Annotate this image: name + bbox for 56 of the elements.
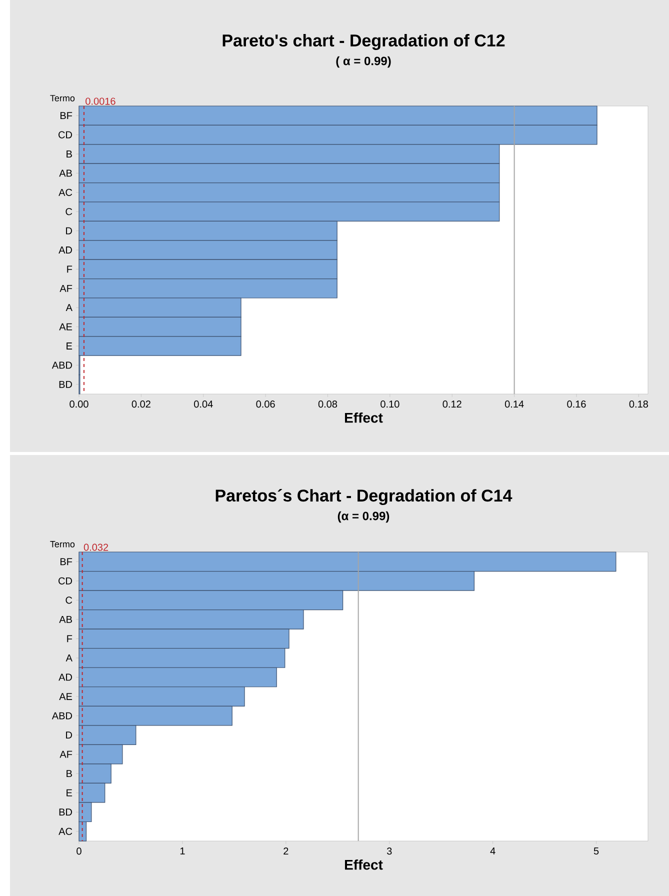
y-tick-label: D xyxy=(66,732,72,738)
y-tick-label: AB xyxy=(59,616,72,623)
x-tick-label: 0.10 xyxy=(380,400,400,408)
y-tick-label: BD xyxy=(59,380,72,388)
x-tick-label: 0.06 xyxy=(256,400,275,408)
x-tick-label: 0.14 xyxy=(504,400,524,408)
y-axis-title: Termo xyxy=(50,95,75,102)
x-tick-label: 0.12 xyxy=(442,400,462,408)
y-tick-label: AF xyxy=(60,284,72,292)
y-tick-label: AE xyxy=(59,693,72,700)
y-tick-label: A xyxy=(66,654,72,662)
y-tick-label: B xyxy=(66,150,72,158)
x-tick-label: 4 xyxy=(490,848,496,854)
y-tick-label: E xyxy=(66,789,72,796)
x-tick-label: 2 xyxy=(284,848,288,855)
y-tick-label: AB xyxy=(59,170,72,177)
x-axis-title: Effect xyxy=(344,412,383,423)
x-tick-label: 0.00 xyxy=(70,400,88,408)
y-tick-label: ABD xyxy=(52,362,72,369)
y-tick-label: F xyxy=(67,266,72,273)
y-tick-label: F xyxy=(67,635,72,642)
y-tick-label: C xyxy=(66,596,72,604)
x-tick-label: 0.18 xyxy=(629,400,648,408)
x-tick-label: 5 xyxy=(594,848,599,855)
ref-line-label: 0.0016 xyxy=(86,98,116,105)
y-tick-label: A xyxy=(66,304,72,312)
chart-subtitle: ( α = 0.99) xyxy=(336,56,391,68)
y-tick-label: AC xyxy=(58,828,72,835)
y-tick-label: C xyxy=(66,208,72,216)
x-tick-label: 0.04 xyxy=(194,400,213,408)
y-axis-title: Termo xyxy=(50,541,75,548)
y-tick-label: AD xyxy=(58,674,72,681)
chart-subtitle: (α = 0.99) xyxy=(338,511,390,523)
chart-title: Pareto's chart - Degradation of C12 xyxy=(222,34,505,50)
y-tick-label: AF xyxy=(60,750,72,758)
y-tick-label: AC xyxy=(58,188,72,196)
x-tick-label: 0.02 xyxy=(132,400,150,408)
x-tick-label: 3 xyxy=(386,848,392,855)
x-tick-label: 1 xyxy=(180,848,185,854)
x-axis-title: Effect xyxy=(344,859,383,870)
y-tick-label: CD xyxy=(58,577,72,584)
x-tick-label: 0 xyxy=(76,848,82,855)
y-tick-label: BF xyxy=(60,558,72,566)
ref-line-label: 0.032 xyxy=(84,544,108,551)
y-tick-label: D xyxy=(66,227,72,234)
y-tick-label: CD xyxy=(58,131,72,138)
chart-title: Paretos´s Chart - Degradation of C14 xyxy=(216,488,512,506)
x-tick-label: 0.16 xyxy=(567,400,586,408)
y-tick-label: E xyxy=(66,342,72,350)
y-tick-label: BD xyxy=(59,808,72,816)
y-tick-label: AD xyxy=(58,246,72,254)
x-tick-label: 0.08 xyxy=(318,400,338,408)
y-tick-label: BF xyxy=(60,112,72,120)
y-tick-label: B xyxy=(66,770,72,778)
y-tick-label: AE xyxy=(59,323,72,330)
y-tick-label: ABD xyxy=(52,712,72,720)
